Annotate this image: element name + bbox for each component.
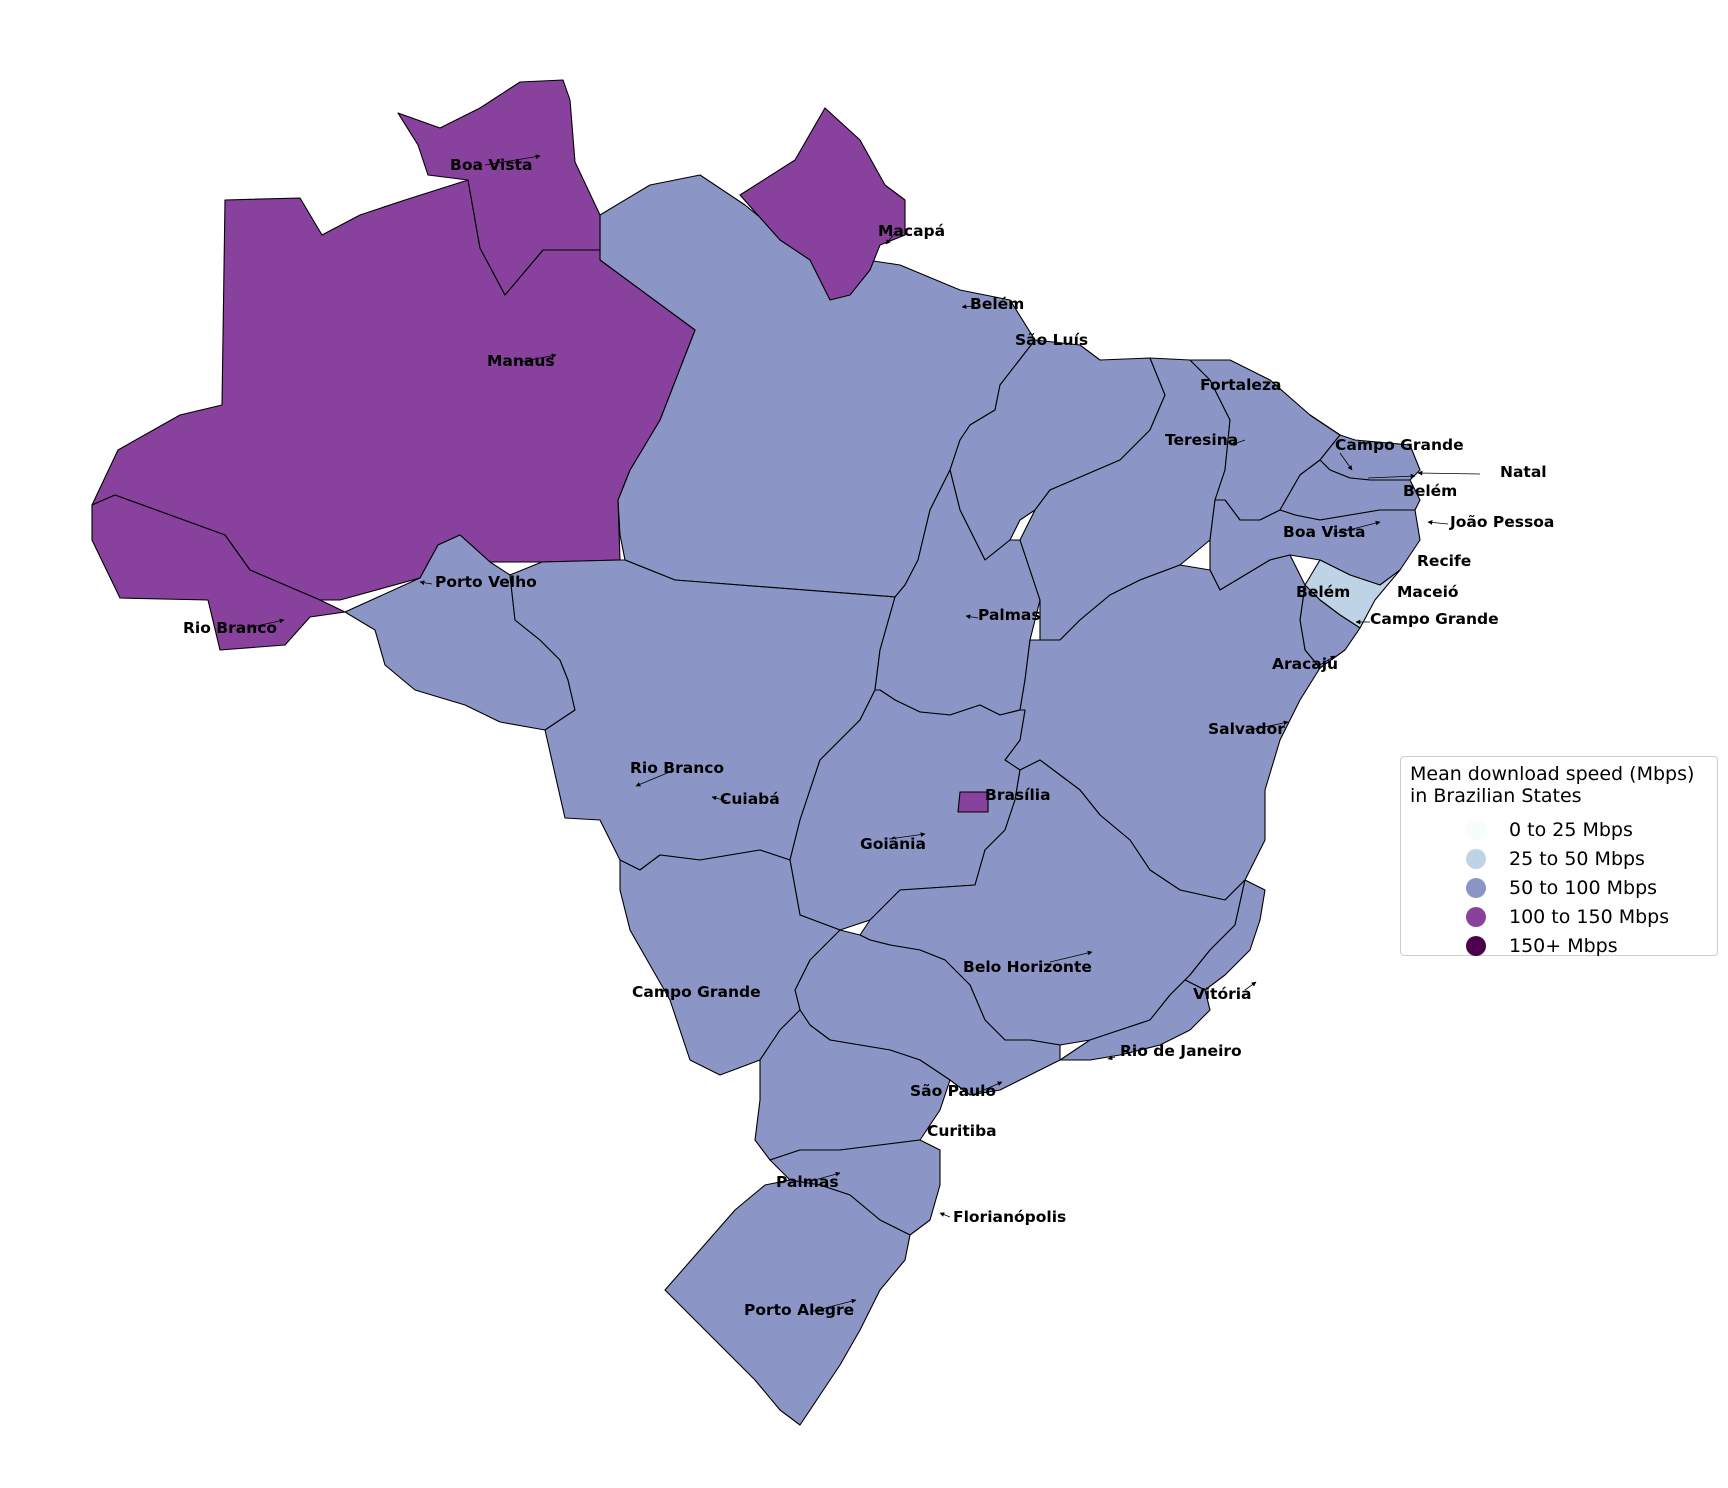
label-arrow xyxy=(976,1081,1003,1094)
legend-item: 100 to 150 Mbps xyxy=(1410,902,1717,931)
legend-title-line1: Mean download speed (Mbps) xyxy=(1410,763,1695,785)
city-label: Teresina xyxy=(1165,431,1238,449)
city-label: Goiânia xyxy=(860,835,926,853)
label-arrow xyxy=(961,304,976,310)
legend-title: Mean download speed (Mbps) in Brazilian … xyxy=(1410,763,1717,807)
city-label: Porto Velho xyxy=(435,573,537,591)
city-label: Boa Vista xyxy=(1283,523,1365,541)
label-arrow xyxy=(1244,981,1257,991)
legend-swatch xyxy=(1466,877,1486,898)
city-label: Vitória xyxy=(1193,985,1252,1003)
city-label: Campo Grande xyxy=(1370,610,1499,628)
label-arrow xyxy=(885,232,896,245)
state-minas-gerais xyxy=(859,759,1246,1046)
label-arrow xyxy=(814,1171,841,1181)
label-arrow xyxy=(1230,439,1246,446)
legend-label: 0 to 25 Mbps xyxy=(1509,818,1633,841)
label-arrow xyxy=(635,770,673,787)
city-label: Boa Vista xyxy=(450,156,532,174)
label-arrow xyxy=(1339,452,1353,471)
legend-label: 100 to 150 Mbps xyxy=(1509,905,1670,928)
city-label: Belém xyxy=(1296,583,1350,601)
state-rio-grande-do-sul xyxy=(664,1179,911,1426)
legend-swatch xyxy=(1466,906,1486,927)
city-labels: Boa Vista Macapá Belém Manaus São Luís Fortal… xyxy=(183,156,1554,1319)
city-label: Campo Grande xyxy=(632,983,761,1001)
city-label: Aracaju xyxy=(1272,655,1338,673)
legend-swatch xyxy=(1466,819,1486,840)
city-label: Porto Alegre xyxy=(744,1301,854,1319)
city-label: Natal xyxy=(1500,463,1547,481)
legend-label: 50 to 100 Mbps xyxy=(1509,876,1658,899)
legend-item: 50 to 100 Mbps xyxy=(1410,873,1717,902)
label-arrow xyxy=(246,618,285,629)
city-label: Rio Branco xyxy=(630,759,724,777)
legend-item: 0 to 25 Mbps xyxy=(1410,815,1717,844)
city-label: Macapá xyxy=(878,222,945,240)
city-label: Cuiabá xyxy=(720,790,780,808)
city-label: São Paulo xyxy=(910,1082,996,1100)
city-label: João Pessoa xyxy=(1449,513,1554,531)
label-arrow xyxy=(1049,950,1093,963)
label-arrow xyxy=(1317,655,1336,667)
legend-label: 150+ Mbps xyxy=(1509,934,1618,957)
legend-item: 150+ Mbps xyxy=(1410,931,1717,960)
label-arrow xyxy=(1332,520,1381,535)
city-label: Rio Branco xyxy=(183,619,277,637)
label-arrow xyxy=(809,1298,857,1313)
state-amap- xyxy=(739,107,906,301)
label-arrow xyxy=(1107,1055,1116,1061)
label-arrow xyxy=(1427,520,1449,525)
state-distrito-federal xyxy=(957,791,989,813)
city-label: Belo Horizonte xyxy=(963,958,1092,976)
state-rio-de-janeiro xyxy=(1059,979,1211,1061)
legend-swatch xyxy=(1466,848,1486,869)
legend: Mean download speed (Mbps) in Brazilian … xyxy=(1400,756,1718,957)
label-arrow xyxy=(965,614,979,620)
label-arrows xyxy=(246,154,1481,1313)
states-layer xyxy=(91,79,1421,1426)
city-label: Rio de Janeiro xyxy=(1120,1042,1242,1060)
label-arrow xyxy=(1417,470,1481,476)
city-label: Campo Grande xyxy=(1335,436,1464,454)
city-label: Belém xyxy=(1403,482,1457,500)
city-label: Belém xyxy=(970,295,1024,313)
label-arrow xyxy=(711,795,728,802)
city-label: São Luís xyxy=(1015,331,1088,349)
city-label: Maceió xyxy=(1397,583,1459,601)
legend-items: 0 to 25 Mbps 25 to 50 Mbps 50 to 100 Mbp… xyxy=(1410,815,1717,960)
city-label: Palmas xyxy=(978,606,1041,624)
label-arrow xyxy=(519,353,557,363)
legend-title-line2: in Brazilian States xyxy=(1410,785,1582,807)
label-arrow xyxy=(888,832,926,840)
city-label: Recife xyxy=(1417,552,1471,570)
city-label: Curitiba xyxy=(927,1122,997,1140)
city-label: Florianópolis xyxy=(953,1208,1066,1226)
label-arrow xyxy=(1367,473,1416,479)
legend-swatch xyxy=(1466,935,1486,956)
label-arrow xyxy=(419,580,433,586)
legend-item: 25 to 50 Mbps xyxy=(1410,844,1717,873)
city-label: Brasília xyxy=(985,786,1051,804)
legend-label: 25 to 50 Mbps xyxy=(1509,847,1645,870)
state-acre xyxy=(91,494,346,651)
state-roraima xyxy=(397,79,601,296)
label-arrow xyxy=(1249,720,1289,731)
city-label: Palmas xyxy=(776,1173,839,1191)
label-arrow xyxy=(484,154,541,166)
city-label: Fortaleza xyxy=(1200,376,1281,394)
city-label: Salvador xyxy=(1208,720,1285,738)
label-arrow xyxy=(939,1212,951,1218)
city-label: Manaus xyxy=(487,352,555,370)
